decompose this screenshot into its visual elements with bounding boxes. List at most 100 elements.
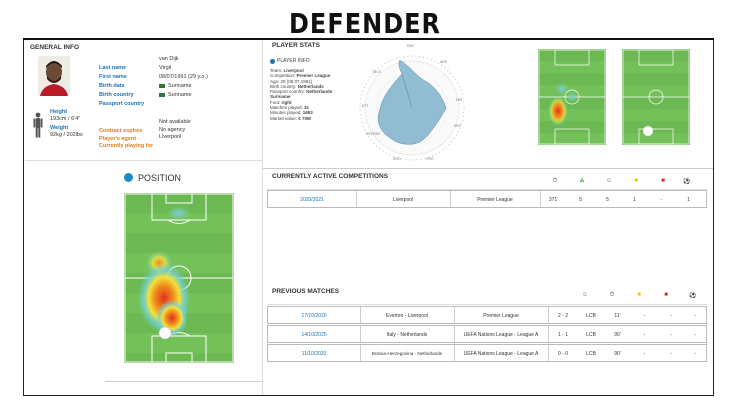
info-icon [270, 59, 275, 64]
match-minutes: 90' [614, 332, 621, 338]
player-info-label: Market value: [270, 115, 298, 121]
match-score: 0 - 0 [557, 351, 568, 357]
competition-yellow: 1 [633, 197, 636, 203]
yellow-card-icon: ■ [634, 178, 638, 184]
match-goals: - [694, 332, 697, 338]
player-stats-heading: PLAYER STATS [272, 42, 320, 49]
cell-divider [356, 191, 357, 207]
info-row: Birth country Suriname [99, 83, 259, 98]
info-row: First name Virgil [99, 65, 259, 80]
goals-icon: ⚽ [683, 179, 691, 185]
weight-label: Weight [50, 125, 69, 131]
general-info-divider [25, 160, 262, 161]
match-date[interactable]: 11/10/2020 [301, 351, 327, 357]
contract-rows: Contract expires Not available Player's a… [99, 119, 259, 149]
match-date[interactable]: 14/10/2020 [301, 332, 327, 338]
player-info-value: Netherlands [306, 89, 333, 95]
player-info-value: Liverpool [283, 68, 304, 73]
contract-value: No agency [159, 126, 186, 133]
player-info-label: Foot: [270, 99, 281, 105]
match-teams: Everton - Liverpool [386, 313, 428, 319]
height-label: Height [50, 109, 68, 115]
player-info-lines: Team: Liverpool Competition: Premier Lea… [270, 68, 360, 121]
page-title: DEFENDER [289, 7, 441, 41]
competition-goals: 1 [687, 197, 690, 203]
player-info-label: Minutes played: [270, 110, 302, 116]
minutes-icon: ⏱ [609, 292, 615, 298]
info-value: Suriname [168, 92, 192, 98]
match-row[interactable]: 11/10/2020 Bosnia-Herzegovina - Netherla… [267, 344, 707, 362]
match-red: - [670, 313, 673, 319]
contract-label: Currently playing for [99, 143, 154, 149]
competition-team: Liverpool [392, 197, 414, 203]
player-info-line: Suriname [270, 94, 360, 99]
match-teams: Italy - Netherlands [386, 332, 428, 338]
player-info-value: 1653 [302, 110, 313, 116]
match-goals: - [694, 351, 697, 357]
player-info-value: right [281, 99, 292, 105]
competition-season[interactable]: 2020/2021 [300, 197, 324, 203]
player-info-value: € 70M [298, 115, 311, 121]
player-info-value: 31 [304, 105, 310, 111]
red-card-icon: ■ [661, 178, 665, 184]
info-label: Birth date [99, 83, 125, 89]
cell-divider [454, 326, 455, 342]
height-value: 193cm / 6'4" [50, 116, 81, 122]
match-competition: UEFA Nations League - League A [463, 351, 539, 357]
match-competition: Premier League [483, 313, 519, 319]
position-heatmap-pitch [124, 193, 234, 363]
radar-label: PAS [407, 44, 414, 48]
player-info-label: Passport country: [270, 89, 306, 95]
player-info-value: Suriname [270, 94, 291, 100]
match-competition: UEFA Nations League - League A [463, 332, 539, 338]
player-info-line: Age: 29 (08.07.1991) [270, 79, 360, 84]
info-label: Birth country [99, 92, 134, 98]
cell-divider [360, 326, 361, 342]
starts-icon: ☺ [605, 178, 613, 184]
competition-matches: 5 [579, 197, 582, 203]
heatmap-pitch-current [538, 49, 606, 145]
match-position: LCB [586, 313, 596, 319]
radar-label: CRO [426, 157, 434, 161]
position-icon: ☺ [581, 292, 589, 298]
general-info-heading: GENERAL INFO [30, 44, 79, 51]
matches-icon: ☘ [579, 179, 585, 185]
table-rule [267, 189, 707, 190]
position-heading: POSITION [138, 173, 182, 183]
left-column-divider [262, 40, 263, 395]
radar-label: KEYPAS [366, 132, 380, 136]
player-info-line: Market value: € 70M [270, 116, 360, 121]
info-label: First name [99, 74, 127, 80]
info-value: Suriname [168, 83, 192, 89]
player-info-value: 29 (08.07.1991) [280, 78, 313, 84]
minutes-icon: ⏱ [552, 178, 558, 184]
player-info-line: Competition: Premier League [270, 73, 360, 78]
red-card-icon: ■ [664, 292, 668, 298]
stats-divider [263, 168, 713, 169]
competition-red: - [660, 197, 663, 203]
match-score: 2 - 2 [557, 313, 568, 319]
radar-label: DRI [456, 98, 463, 102]
match-yellow: - [643, 351, 646, 357]
info-value: 08/07/1991 (29 y.o.) [159, 74, 208, 80]
player-radar-chart [356, 46, 468, 164]
general-info-rows: Last name van Dijk First name Virgil Birth… [99, 56, 259, 107]
info-label: Last name [99, 65, 127, 71]
competition-row[interactable]: 2020/2021 Liverpool Premier League 371' … [267, 190, 707, 208]
contract-row: Currently playing for Liverpool [99, 134, 259, 149]
suriname-flag-icon [159, 84, 165, 88]
weight-value: 92kg / 202lbs [50, 132, 83, 138]
competition-starts: 5 [606, 197, 609, 203]
match-date[interactable]: 17/10/2020 [301, 313, 327, 319]
player-info-value: Netherlands [297, 83, 324, 89]
radar-label: SHO [393, 157, 401, 161]
player-info-value: Premier League [296, 73, 331, 79]
contract-label: Player's agent [99, 135, 137, 142]
match-row[interactable]: 14/10/2020 Italy - Netherlands UEFA Nati… [267, 325, 707, 343]
match-row[interactable]: 17/10/2020 Everton - Liverpool Premier L… [267, 306, 707, 324]
player-info-line: Foot: right [270, 100, 360, 105]
heatmap-pitch-previous [622, 49, 690, 145]
info-label: Passport country [99, 101, 145, 107]
match-minutes: 90' [614, 351, 621, 357]
position-bottom-rule [105, 381, 262, 382]
